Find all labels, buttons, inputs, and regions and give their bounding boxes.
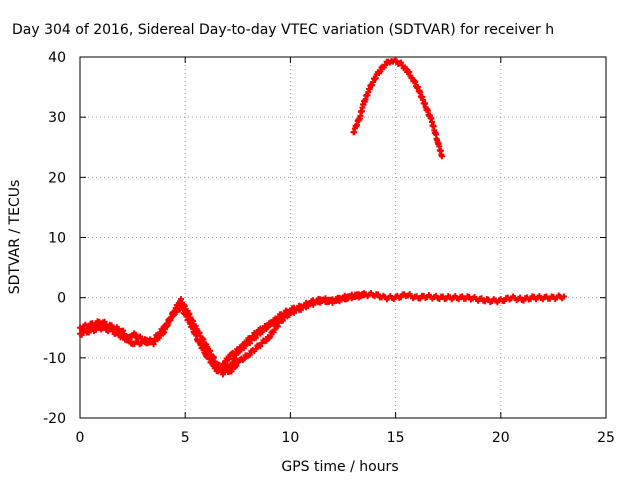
data-point [282, 311, 289, 318]
data-point [274, 323, 281, 330]
data-point [246, 351, 253, 358]
data-point [406, 69, 413, 76]
data-point [267, 333, 274, 340]
y-tick-label: 10 [48, 231, 66, 247]
data-point [233, 362, 240, 369]
data-point [254, 330, 261, 337]
data-point [560, 293, 567, 300]
data-point [155, 332, 162, 339]
data-point [172, 309, 179, 316]
data-point [120, 333, 127, 340]
y-tick-label: 20 [48, 170, 66, 186]
series-lower-trace-B [77, 290, 368, 378]
y-tick-label: 0 [57, 291, 66, 307]
data-point [151, 336, 158, 343]
data-point [382, 62, 389, 69]
x-tick-label: 5 [181, 430, 190, 446]
data-point [263, 337, 270, 344]
data-point [226, 355, 233, 362]
ticks: 0 5 10 15 20 25 -20 -10 0 10 20 30 40 [43, 50, 615, 446]
data-point [212, 364, 219, 371]
data-point [120, 327, 127, 334]
series-lower-trace-C [220, 307, 294, 368]
plot-frame [79, 56, 607, 419]
data-point [377, 68, 384, 75]
y-tick-label: 40 [48, 50, 66, 66]
grid [80, 57, 606, 418]
data-point [228, 368, 235, 375]
data-point [361, 292, 368, 299]
data-marks [77, 56, 567, 378]
data-point [239, 344, 246, 351]
y-tick-label: -10 [43, 351, 66, 367]
data-point [287, 307, 294, 314]
data-point [252, 345, 259, 352]
x-tick-label: 20 [492, 430, 510, 446]
data-point [257, 343, 264, 350]
data-point [271, 326, 278, 333]
data-point [221, 361, 228, 368]
data-point [209, 359, 216, 366]
x-tick-label: 10 [281, 430, 299, 446]
data-point [159, 326, 166, 333]
data-point [241, 355, 248, 362]
chart-title: Day 304 of 2016, Sidereal Day-to-day VTE… [12, 22, 554, 38]
data-point [167, 317, 174, 324]
y-tick-label: -20 [43, 411, 66, 427]
series-upper-arc [350, 56, 445, 160]
x-tick-label: 0 [76, 430, 85, 446]
data-point [276, 316, 283, 323]
data-point [164, 320, 171, 327]
data-point [297, 306, 304, 313]
data-point [260, 326, 267, 333]
data-point [304, 303, 311, 310]
data-point [132, 331, 139, 338]
y-tick-label: 30 [48, 110, 66, 126]
y-axis-label: SDTVAR / TECUs [7, 180, 23, 295]
data-point [244, 338, 251, 345]
data-point [126, 337, 133, 344]
data-point [438, 153, 445, 160]
x-tick-label: 25 [597, 430, 615, 446]
x-axis-label: GPS time / hours [281, 459, 398, 475]
x-tick-label: 15 [387, 430, 405, 446]
